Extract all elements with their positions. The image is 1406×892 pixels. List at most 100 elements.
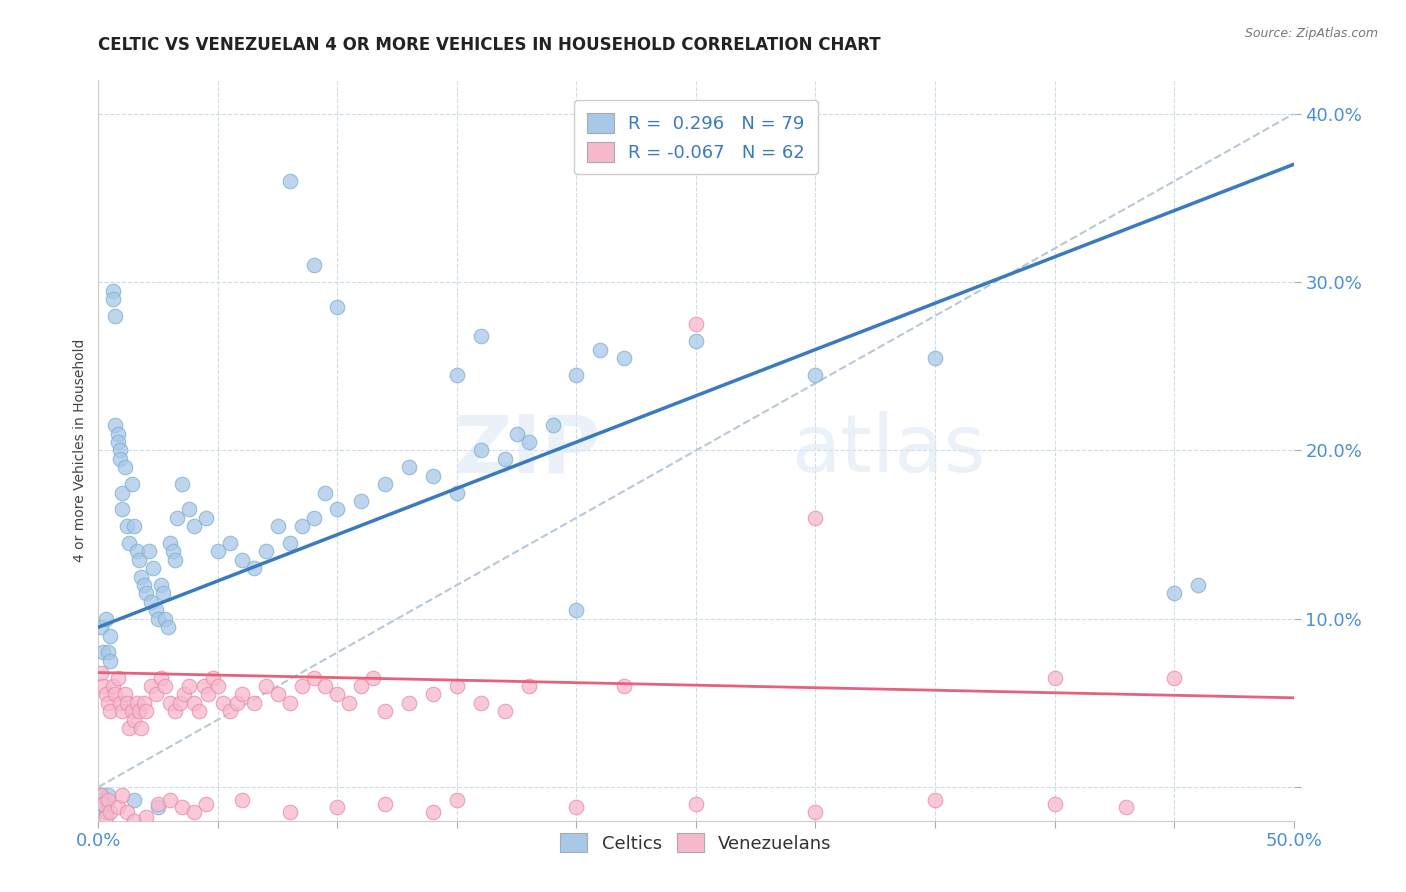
Point: [350, 494, 373, 508]
Point: [149, 578, 172, 592]
Point: [804, 368, 827, 382]
Point: [159, 696, 181, 710]
Point: [517, 679, 540, 693]
Point: [108, 451, 131, 466]
Point: [91, 797, 114, 811]
Point: [145, 603, 167, 617]
Point: [470, 696, 492, 710]
Point: [149, 671, 172, 685]
Point: [339, 696, 361, 710]
Point: [363, 671, 385, 685]
Point: [91, 645, 114, 659]
Point: [254, 544, 277, 558]
Point: [111, 485, 134, 500]
Point: [1163, 671, 1185, 685]
Point: [1043, 671, 1066, 685]
Point: [128, 704, 150, 718]
Point: [148, 800, 170, 814]
Point: [90, 665, 112, 680]
Point: [111, 704, 134, 718]
Point: [804, 510, 827, 524]
Point: [219, 704, 242, 718]
Point: [613, 679, 636, 693]
Point: [278, 174, 301, 188]
Point: [207, 679, 229, 693]
Point: [267, 519, 290, 533]
Point: [470, 443, 492, 458]
Point: [446, 485, 468, 500]
Point: [98, 704, 122, 718]
Point: [128, 553, 150, 567]
Point: [219, 536, 242, 550]
Point: [90, 789, 112, 803]
Point: [924, 793, 946, 807]
Point: [148, 797, 170, 811]
Point: [374, 704, 396, 718]
Point: [506, 426, 529, 441]
Point: [211, 696, 233, 710]
Point: [121, 704, 143, 718]
Point: [114, 460, 136, 475]
Point: [195, 510, 218, 524]
Point: [90, 789, 112, 803]
Point: [183, 519, 205, 533]
Point: [98, 805, 122, 820]
Point: [422, 468, 444, 483]
Point: [125, 544, 148, 558]
Point: [422, 688, 444, 702]
Point: [98, 628, 122, 642]
Point: [179, 679, 201, 693]
Point: [291, 679, 314, 693]
Text: Source: ZipAtlas.com: Source: ZipAtlas.com: [1244, 27, 1378, 40]
Point: [97, 696, 120, 710]
Point: [97, 793, 120, 807]
Point: [1043, 797, 1066, 811]
Point: [124, 713, 146, 727]
Point: [97, 789, 120, 803]
Point: [243, 561, 266, 575]
Point: [446, 793, 468, 807]
Point: [183, 805, 205, 820]
Point: [589, 343, 612, 357]
Point: [101, 284, 124, 298]
Point: [470, 329, 492, 343]
Point: [135, 586, 157, 600]
Point: [326, 301, 349, 315]
Point: [142, 561, 165, 575]
Text: CELTIC VS VENEZUELAN 4 OR MORE VEHICLES IN HOUSEHOLD CORRELATION CHART: CELTIC VS VENEZUELAN 4 OR MORE VEHICLES …: [98, 36, 882, 54]
Point: [326, 502, 349, 516]
Point: [446, 368, 468, 382]
Point: [315, 679, 337, 693]
Point: [115, 696, 138, 710]
Point: [565, 368, 588, 382]
Point: [398, 696, 420, 710]
Point: [94, 612, 117, 626]
Point: [111, 502, 134, 516]
Point: [163, 553, 186, 567]
Point: [804, 805, 827, 820]
Point: [226, 696, 249, 710]
Point: [446, 679, 468, 693]
Y-axis label: 4 or more Vehicles in Household: 4 or more Vehicles in Household: [73, 339, 87, 562]
Point: [541, 418, 564, 433]
Point: [231, 688, 253, 702]
Point: [94, 810, 117, 824]
Point: [94, 688, 117, 702]
Point: [148, 612, 170, 626]
Point: [183, 696, 205, 710]
Point: [104, 418, 127, 433]
Point: [163, 704, 186, 718]
Point: [94, 805, 117, 820]
Point: [104, 309, 127, 323]
Point: [254, 679, 277, 693]
Point: [111, 789, 134, 803]
Point: [104, 688, 127, 702]
Point: [193, 679, 215, 693]
Point: [108, 696, 131, 710]
Point: [139, 595, 162, 609]
Point: [118, 536, 141, 550]
Point: [118, 721, 141, 735]
Point: [132, 696, 155, 710]
Point: [101, 292, 124, 306]
Point: [145, 688, 167, 702]
